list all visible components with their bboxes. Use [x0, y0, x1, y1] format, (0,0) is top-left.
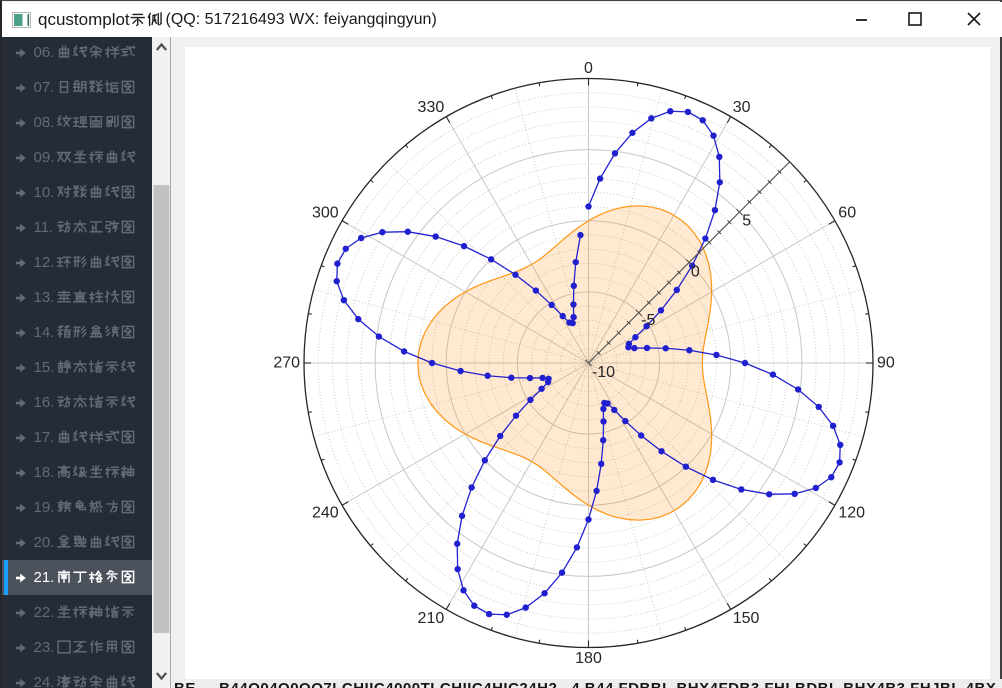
svg-text:150: 150 [733, 610, 760, 627]
svg-text:-10: -10 [592, 364, 615, 381]
svg-text:300: 300 [312, 204, 339, 221]
svg-text:120: 120 [838, 505, 865, 522]
svg-text:180: 180 [575, 650, 602, 667]
svg-text:270: 270 [273, 355, 300, 372]
svg-text:210: 210 [418, 610, 445, 627]
svg-text:240: 240 [312, 505, 339, 522]
svg-text:30: 30 [733, 99, 751, 116]
svg-text:0: 0 [691, 264, 700, 281]
svg-text:90: 90 [877, 355, 895, 372]
svg-text:330: 330 [418, 99, 445, 116]
svg-text:60: 60 [838, 204, 856, 221]
svg-text:-5: -5 [641, 312, 655, 329]
svg-text:0: 0 [584, 60, 593, 77]
svg-text:5: 5 [742, 213, 751, 230]
